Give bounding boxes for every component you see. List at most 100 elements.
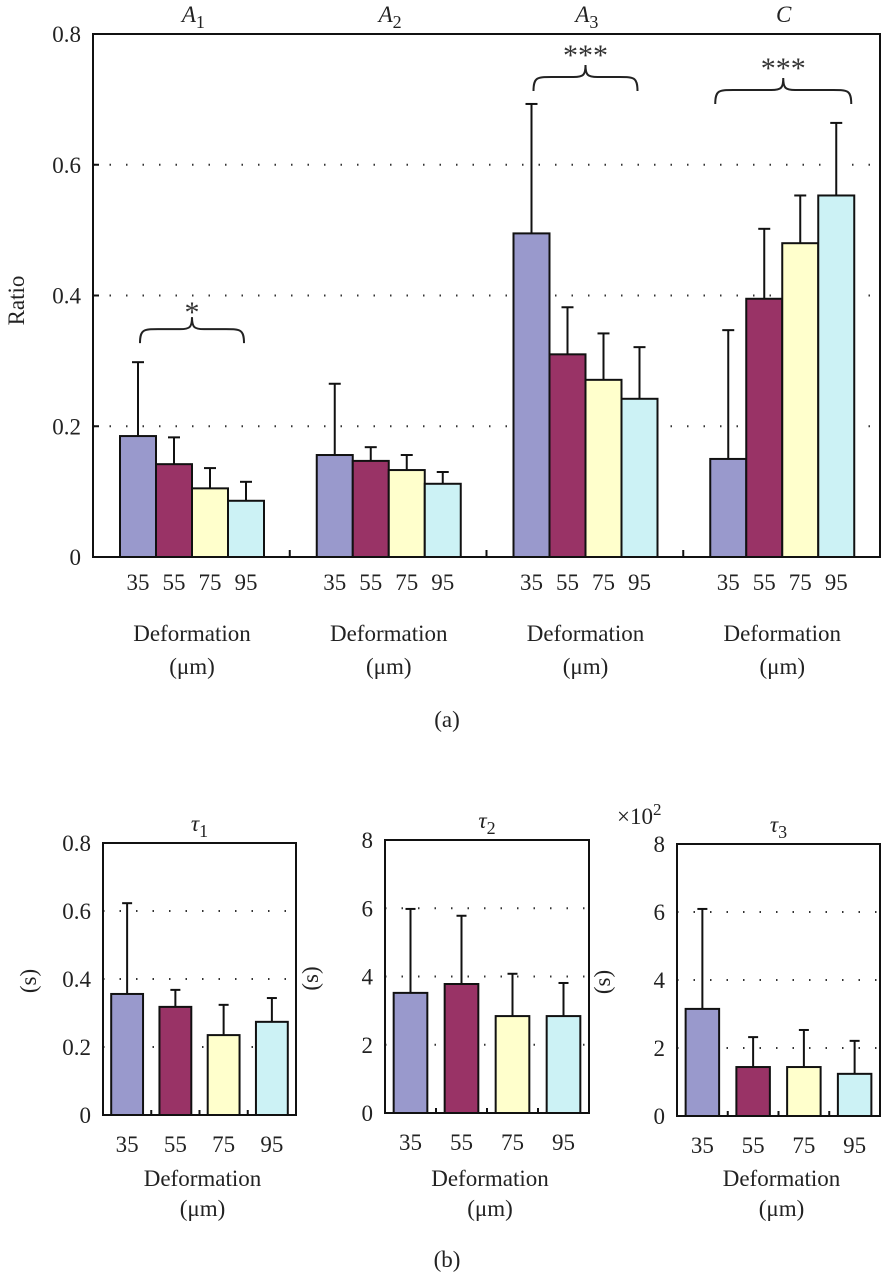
y-tick-label: 0.2 [62,1035,91,1060]
bar [548,353,587,558]
axis-multiplier-base: ×10 [617,804,653,829]
x-tick-label: 95 [628,570,651,595]
group-title-main: A [377,2,394,27]
y-axis-label: Ratio [4,276,29,326]
significance-annotation: *** [563,39,608,72]
y-tick-label: 0.6 [62,899,91,924]
x-tick-label: 95 [431,570,454,595]
bar [110,992,145,1117]
bar [620,397,659,559]
bar [191,487,229,559]
x-tick-label: 75 [592,570,615,595]
bar [158,1005,193,1117]
y-tick-label: 2 [362,1033,374,1058]
bar [817,194,856,558]
group-title-sub: 2 [393,12,402,32]
y-tick-label: 2 [654,1036,666,1061]
x-tick-label: 95 [260,1132,283,1157]
bar [443,983,480,1114]
bar [512,232,551,559]
bar [119,435,157,558]
y-tick-label: 0.4 [52,284,81,309]
x-tick-label: 95 [825,570,848,595]
significance-annotation: *** [761,52,806,85]
y-tick-label: 0 [362,1101,374,1126]
panel-title: τ1 [191,811,208,841]
x-tick-label: 55 [163,570,186,595]
y-tick-label: 4 [362,965,374,990]
bar [155,463,193,559]
x-axis-unit: (μm) [563,654,609,679]
x-axis-unit: (μm) [366,654,412,679]
y-tick-label: 8 [362,828,374,853]
x-tick-label: 55 [753,570,776,595]
group-title: C [776,2,792,27]
x-tick-label: 55 [450,1130,473,1155]
bar [709,457,748,558]
bar [786,1066,822,1118]
x-axis-label: Deformation [431,1166,549,1191]
bar [545,1015,582,1115]
bar [315,454,354,559]
x-tick-label: 55 [164,1132,187,1157]
y-axis-label: (s) [298,966,323,990]
x-axis-unit: (μm) [759,654,805,679]
y-tick-label: 8 [654,832,666,857]
x-tick-label: 35 [399,1130,422,1155]
chart-b-1: 0 0.2 0.4 0.6 0.8 (s) τ1 35 55 75 95 Deformation (μm… [16,811,297,1221]
x-axis-unit: (μm) [180,1196,226,1221]
x-axis-label: Deformation [527,621,645,646]
y-tick-label: 6 [654,900,666,925]
significance-brace [532,64,639,92]
x-tick-label: 55 [359,570,382,595]
y-tick-label: 0 [70,545,82,570]
panel-title-main: τ [478,808,487,833]
bar [781,242,820,558]
panel-title: τ2 [478,808,495,838]
x-axis-label: Deformation [723,1166,841,1191]
x-axis-label: Deformation [144,1166,262,1191]
group-title: A1 [180,2,205,32]
x-axis-label: Deformation [133,621,251,646]
x-tick-label: 95 [235,570,258,595]
x-tick-label: 55 [556,570,579,595]
bar [836,1072,873,1117]
x-tick-label: 75 [199,570,222,595]
y-axis-label: (s) [16,969,41,993]
x-tick-label: 35 [323,570,346,595]
bar [392,991,429,1115]
group-title-main: C [776,2,792,27]
group-title-main: A [180,2,197,27]
y-tick-label: 6 [362,896,374,921]
group-title-sub: 1 [196,12,205,32]
x-tick-label: 75 [212,1132,235,1157]
x-axis-label: Deformation [330,621,448,646]
panel-title-sub: 3 [778,822,787,842]
x-axis-unit: (μm) [759,1196,805,1221]
x-axis-unit: (μm) [467,1196,513,1221]
panel-title-sub: 1 [199,821,208,841]
bar [745,297,784,558]
x-tick-label: 35 [691,1133,714,1158]
y-tick-label: 0.8 [62,831,91,856]
y-tick-label: 0.4 [62,967,91,992]
x-tick-label: 95 [843,1133,866,1158]
group-title-sub: 3 [589,12,598,32]
axis-multiplier-exp: 2 [653,800,662,819]
y-tick-label: 0 [80,1103,92,1128]
bar [584,378,623,558]
bar [735,1066,771,1118]
y-tick-label: 0 [654,1104,666,1129]
x-tick-label: 75 [792,1133,815,1158]
x-tick-label: 35 [520,570,543,595]
panel-caption-a: (a) [434,707,460,732]
bar [351,459,390,558]
bar [387,469,426,558]
panel-title-main: τ [191,811,200,836]
significance-annotation: * [185,296,200,329]
significance-brace [714,77,853,105]
